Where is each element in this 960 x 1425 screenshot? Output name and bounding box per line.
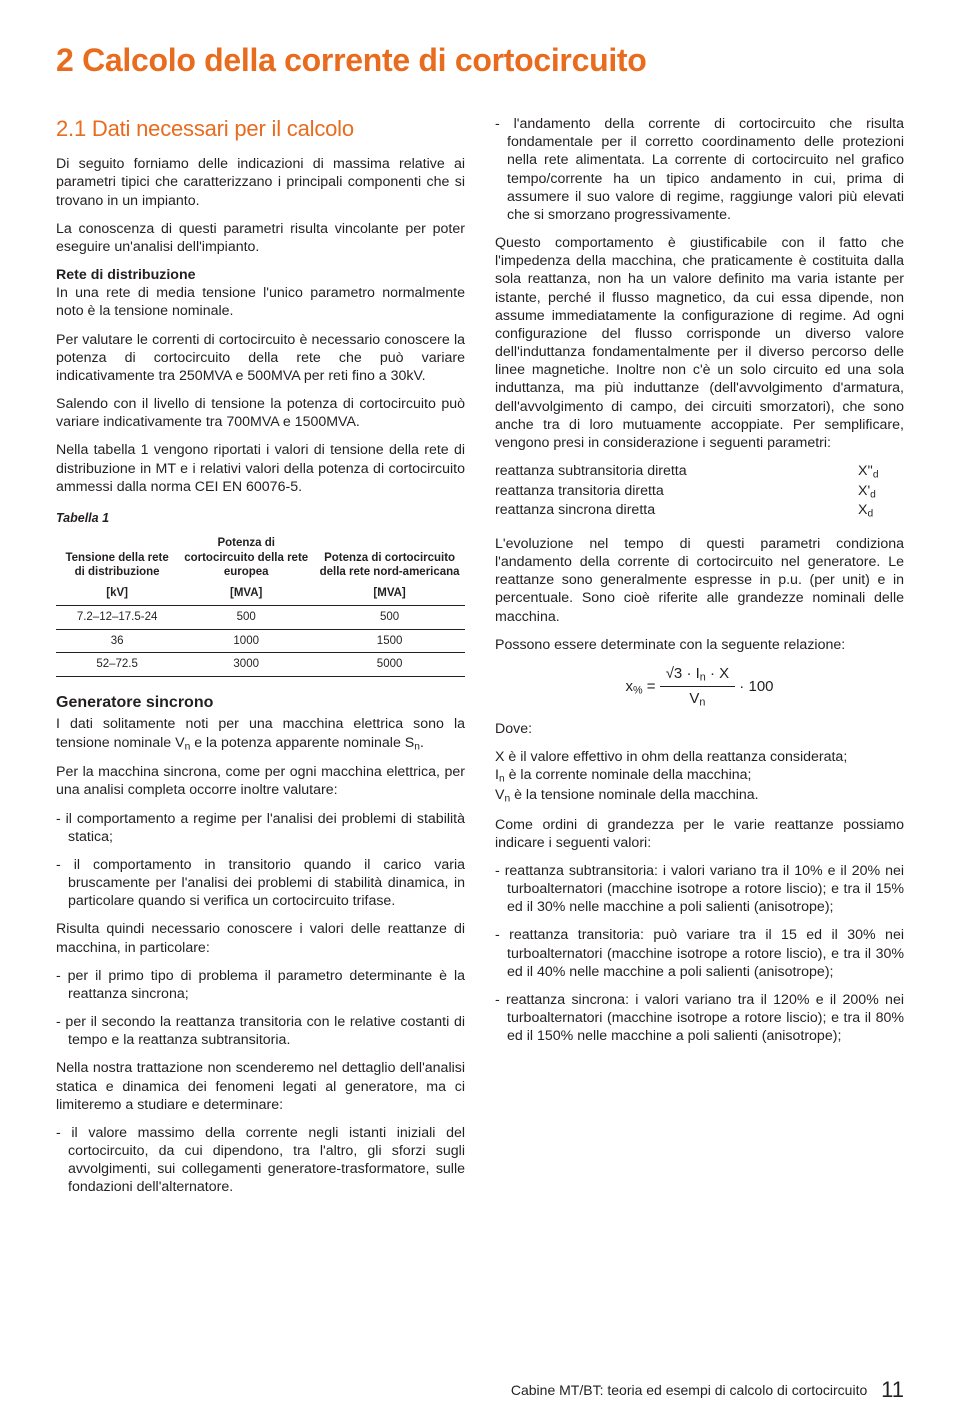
dove-2: In è la corrente nominale della macchina… — [495, 766, 904, 786]
generator-text-1: I dati solitamente noti per una macchina… — [56, 715, 465, 753]
gen1-b: e la potenza apparente nominale S — [190, 735, 414, 751]
generator-item-4: - per il secondo la reattanza transitori… — [56, 1013, 465, 1049]
formula: x% = √3 · In · X Vn · 100 — [495, 664, 904, 710]
param-label-2: reattanza transitoria diretta — [495, 482, 858, 502]
page: 2 Calcolo della corrente di cortocircuit… — [0, 0, 960, 1425]
table-row: 52–72.5 3000 5000 — [56, 653, 465, 677]
chapter-title: 2 Calcolo della corrente di cortocircuit… — [56, 42, 904, 79]
generator-item-2: - il comportamento in transitorio quando… — [56, 856, 465, 911]
table-label: Tabella 1 — [56, 510, 465, 526]
fraction: √3 · In · X Vn — [660, 664, 735, 710]
dove-3b: è la tensione nominale della macchina. — [510, 787, 758, 803]
rete-text-1: In una rete di media tensione l'unico pa… — [56, 285, 465, 319]
dove-3: Vn è la tensione nominale della macchina… — [495, 786, 904, 806]
rete-head: Rete di distribuzione — [56, 267, 196, 283]
right-text-3: L'evoluzione nel tempo di questi paramet… — [495, 535, 904, 626]
two-column-layout: 2.1 Dati necessari per il calcolo Di seg… — [56, 115, 904, 1207]
table-col3-unit: [MVA] — [314, 582, 465, 605]
table-cell: 7.2–12–17.5-24 — [56, 605, 178, 629]
param-sym-2: X'd — [858, 482, 904, 502]
param-sym-1-text: X'' — [858, 463, 873, 479]
ord-intro: Come ordini di grandezza per le varie re… — [495, 816, 904, 852]
table-cell: 500 — [178, 605, 314, 629]
sub-d: d — [870, 489, 876, 500]
param-line-3: reattanza sincrona diretta Xd — [495, 501, 904, 521]
param-sym-1: X''d — [858, 462, 904, 482]
generator-item-5: - il valore massimo della corrente negli… — [56, 1124, 465, 1197]
rete-text-2: Per valutare le correnti di cortocircuit… — [56, 331, 465, 386]
right-column: - l'andamento della corrente di cortocir… — [495, 115, 904, 1207]
table-cell: 1000 — [178, 629, 314, 653]
ord-3: - reattanza sincrona: i valori variano t… — [495, 991, 904, 1046]
sub-d: d — [867, 509, 873, 520]
footer: Cabine MT/BT: teoria ed esempi di calcol… — [511, 1377, 904, 1403]
generator-text-2: Per la macchina sincrona, come per ogni … — [56, 763, 465, 799]
table-col1-unit: [kV] — [56, 582, 178, 605]
footer-text: Cabine MT/BT: teoria ed esempi di calcol… — [511, 1382, 867, 1398]
table-col2-head: Potenza di cortocircuito della rete euro… — [178, 532, 314, 582]
dove-2b: è la corrente nominale della macchina; — [505, 767, 752, 783]
generator-item-1: - il comportamento a regime per l'analis… — [56, 810, 465, 846]
right-text-4: Possono essere determinate con la seguen… — [495, 636, 904, 654]
section-subtitle: 2.1 Dati necessari per il calcolo — [56, 115, 465, 143]
generator-text-3: Risulta quindi necessario conoscere i va… — [56, 920, 465, 956]
table-cell: 36 — [56, 629, 178, 653]
gen1-c: . — [420, 735, 424, 751]
intro-paragraph-2: La conoscenza di questi parametri risult… — [56, 220, 465, 256]
param-line-2: reattanza transitoria diretta X'd — [495, 482, 904, 502]
table-cell: 3000 — [178, 653, 314, 677]
distribution-table: Tensione della rete di distribuzione Pot… — [56, 532, 465, 677]
rete-paragraph: Rete di distribuzione In una rete di med… — [56, 266, 465, 321]
generator-head: Generatore sincrono — [56, 693, 465, 713]
param-sym-3: Xd — [858, 501, 904, 521]
right-text-2: Questo comportamento è giustificabile co… — [495, 234, 904, 452]
table-col2-unit: [MVA] — [178, 582, 314, 605]
generator-item-3: - per il primo tipo di problema il param… — [56, 967, 465, 1003]
sub-d: d — [873, 470, 879, 481]
rete-text-4: Nella tabella 1 vengono riportati i valo… — [56, 441, 465, 496]
param-sym-2-text: X' — [858, 483, 870, 499]
generator-text-4: Nella nostra trattazione non scenderemo … — [56, 1059, 465, 1114]
dove-1: X è il valore effettivo in ohm della rea… — [495, 748, 904, 766]
ord-2: - reattanza transitoria: può variare tra… — [495, 926, 904, 981]
page-number: 11 — [881, 1377, 904, 1402]
table-cell: 1500 — [314, 629, 465, 653]
param-line-1: reattanza subtransitoria diretta X''d — [495, 462, 904, 482]
dove-head: Dove: — [495, 720, 904, 738]
ord-1: - reattanza subtransitoria: i valori var… — [495, 862, 904, 917]
table-cell: 5000 — [314, 653, 465, 677]
sub-percent: % — [633, 685, 643, 697]
fraction-denominator: Vn — [660, 687, 735, 711]
table-cell: 500 — [314, 605, 465, 629]
table-col1-head: Tensione della rete di distribuzione — [56, 532, 178, 582]
table-row: 7.2–12–17.5-24 500 500 — [56, 605, 465, 629]
param-label-3: reattanza sincrona diretta — [495, 501, 858, 521]
fraction-numerator: √3 · In · X — [660, 664, 735, 687]
table-row: 36 1000 1500 — [56, 629, 465, 653]
table-cell: 52–72.5 — [56, 653, 178, 677]
param-label-1: reattanza subtransitoria diretta — [495, 462, 858, 482]
table-col3-head: Potenza di cortocircuito della rete nord… — [314, 532, 465, 582]
left-column: 2.1 Dati necessari per il calcolo Di seg… — [56, 115, 465, 1207]
right-text-1: - l'andamento della corrente di cortocir… — [495, 115, 904, 224]
rete-text-3: Salendo con il livello di tensione la po… — [56, 395, 465, 431]
intro-paragraph-1: Di seguito forniamo delle indicazioni di… — [56, 155, 465, 210]
